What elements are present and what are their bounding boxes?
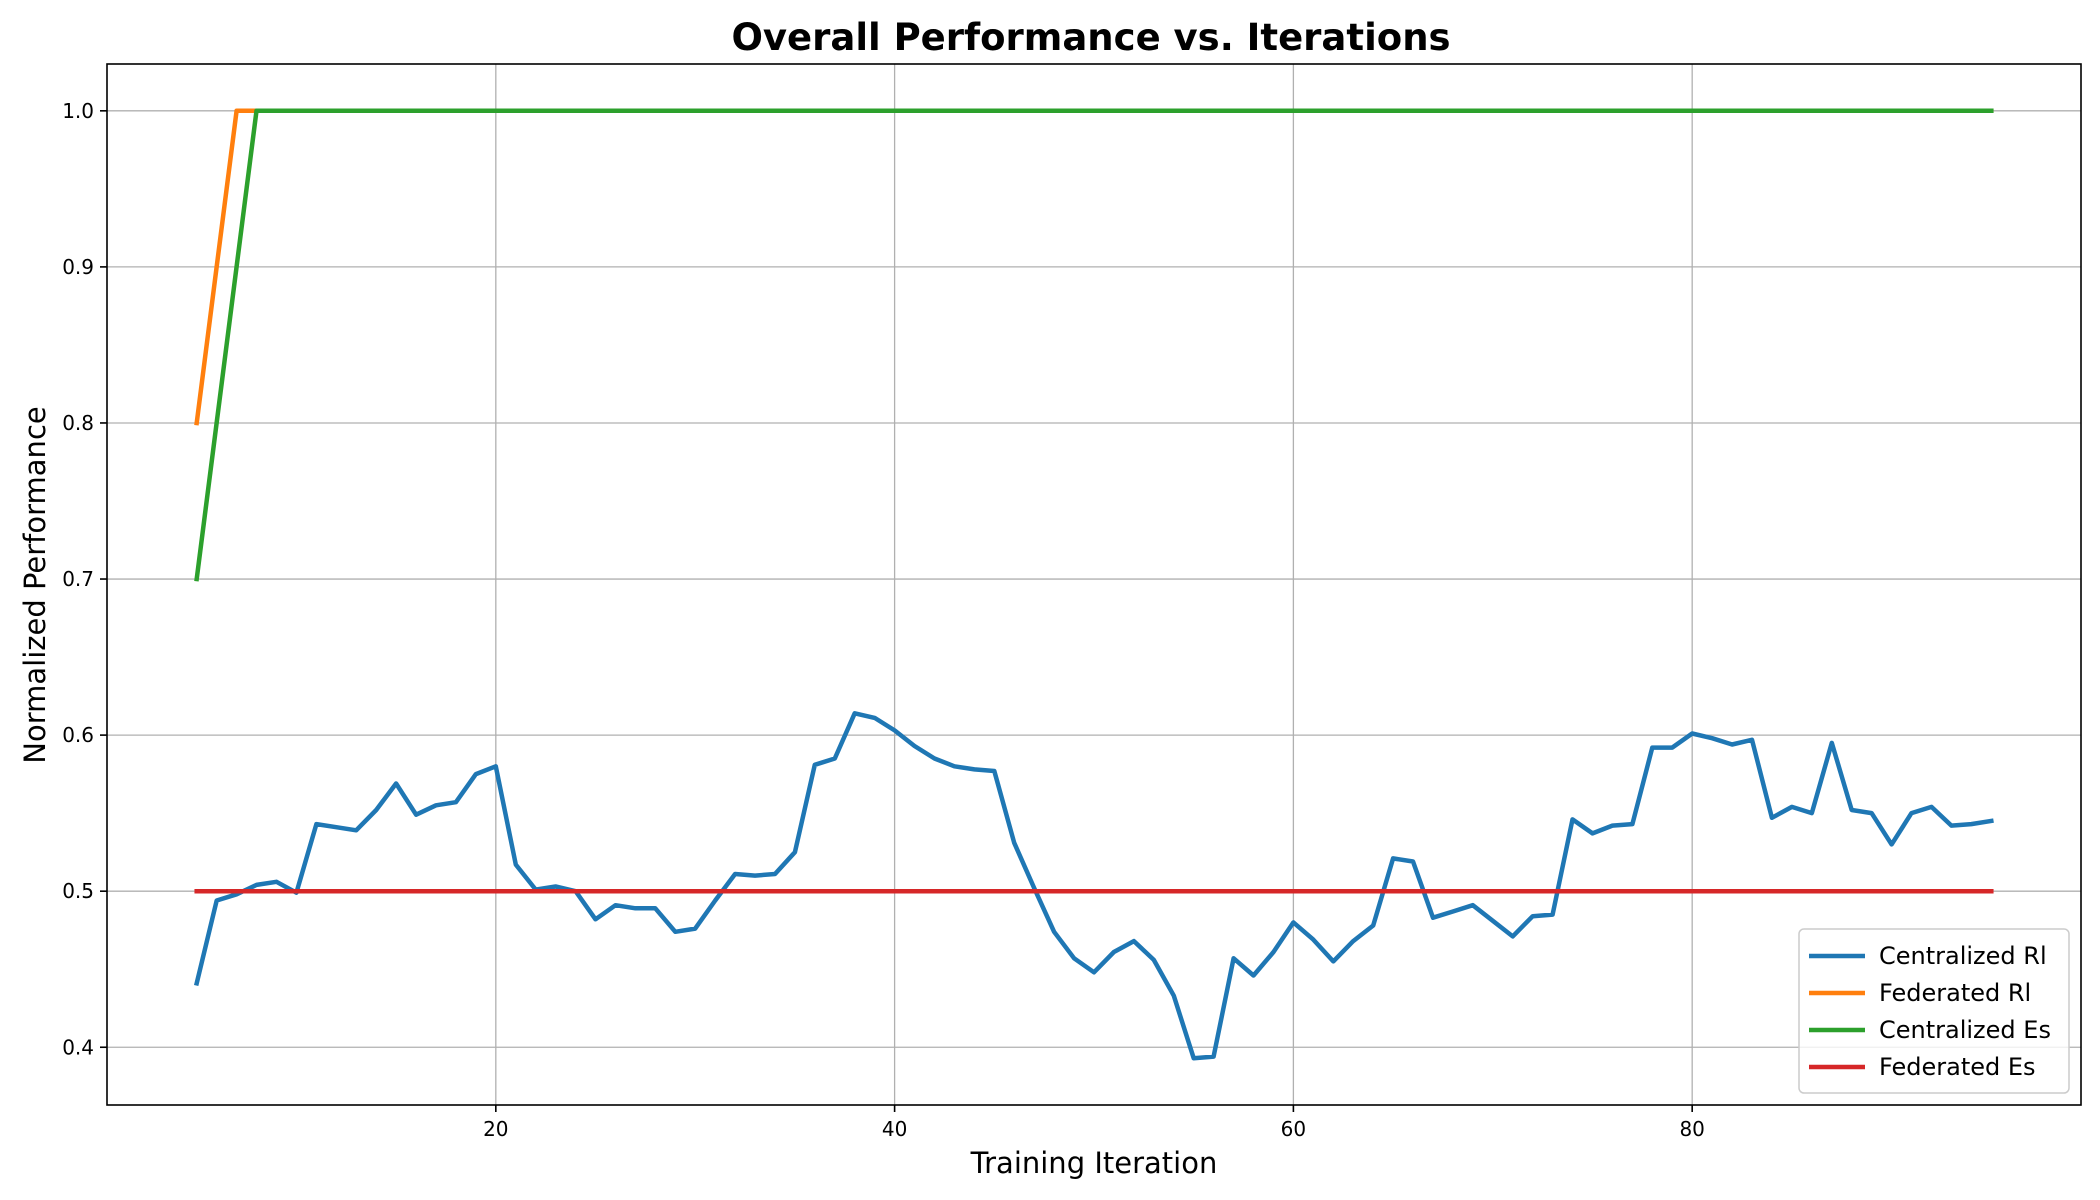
x-tick-label: 80 [1679,1117,1704,1141]
y-tick-label: 0.6 [62,723,94,747]
x-tick-label: 60 [1281,1117,1306,1141]
y-tick-label: 0.9 [62,255,94,279]
series-line-centralized-rl [193,711,1994,1061]
plot-frame [106,63,2082,1106]
legend-label: Federated Es [1879,1053,2036,1081]
x-tick-label: 40 [882,1117,907,1141]
series-lines [193,108,1994,1061]
grid-lines [107,64,2081,1105]
legend-label: Centralized Es [1879,1016,2051,1044]
x-axis-label: Training Iteration [970,1146,1218,1180]
chart-title: Overall Performance vs. Iterations [731,16,1450,59]
legend-label: Federated Rl [1879,979,2031,1007]
axis-ticks: 20 40 60 80 0.4 0.5 0.6 0.7 0.8 0.9 1.0 [62,99,1705,1141]
legend-label: Centralized Rl [1879,942,2047,970]
y-tick-label: 0.8 [62,411,94,435]
x-tick-label: 20 [483,1117,508,1141]
series-line-centralized-es [194,108,1994,582]
y-tick-label: 1.0 [62,99,94,123]
y-axis-label: Normalized Performance [18,406,52,763]
y-tick-label: 0.4 [62,1035,94,1059]
y-tick-label: 0.5 [62,879,94,903]
y-tick-label: 0.7 [62,567,94,591]
legend-frame [1798,928,2070,1094]
legend: Centralized Rl Federated Rl Centralized Es… [1798,928,2070,1094]
